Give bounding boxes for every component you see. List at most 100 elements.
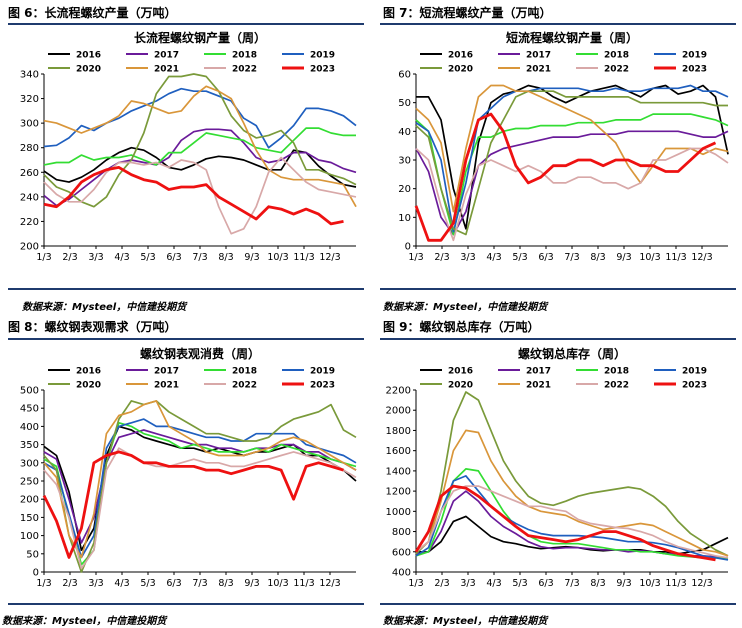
legend-entry-2023: 2023 (282, 65, 335, 75)
y-tick-label: 400 (392, 568, 411, 579)
legend-entry-2020: 2020 (420, 65, 473, 75)
y-tick-label: 200 (20, 495, 39, 506)
series-line-2021 (43, 400, 357, 559)
svg-text:2020: 2020 (448, 65, 473, 75)
x-tick-label: 12/3 (691, 578, 712, 589)
legend-entry-2016: 2016 (48, 367, 101, 377)
x-tick-label: 7/3 (192, 252, 207, 263)
x-tick-label: 5/3 (140, 578, 155, 589)
chart-short-process-output: 短流程螺纹钢产量（周） 2016 2017 2018 2019 2020 2021 2022 2… (398, 30, 729, 263)
svg-text:2018: 2018 (232, 51, 257, 61)
y-tick-label: 340 (20, 70, 39, 81)
svg-text:2022: 2022 (604, 65, 629, 75)
svg-text:2020: 2020 (448, 381, 473, 391)
x-tick-label: 1/3 (408, 252, 423, 263)
y-tick-label: 400 (20, 422, 39, 433)
series-line-2020 (415, 391, 729, 557)
x-tick-label: 2/3 (434, 252, 449, 263)
series-line-2023 (42, 450, 344, 559)
x-tick-label: 10/3 (267, 578, 288, 589)
x-tick-label: 5/3 (512, 578, 527, 589)
legend-entry-2020: 2020 (48, 381, 101, 391)
title-rule-3 (8, 338, 364, 340)
legend-entry-2019: 2019 (654, 367, 707, 377)
legend-entry-2021: 2021 (126, 65, 179, 75)
y-tick-label: 2000 (386, 406, 411, 417)
title-rule-1 (8, 23, 364, 25)
svg-text:2016: 2016 (448, 51, 473, 61)
svg-text:2018: 2018 (232, 367, 257, 377)
source-note-4: 数据来源：Mysteel，中信建投期货 (383, 616, 548, 627)
y-tick-label: 200 (20, 242, 39, 253)
title-rule-4 (380, 338, 736, 340)
x-tick-label: 12/3 (319, 578, 340, 589)
y-tick-label: 30 (398, 156, 411, 167)
y-tick-label: 280 (20, 143, 39, 154)
legend-entry-2017: 2017 (498, 367, 551, 377)
legend-entry-2017: 2017 (126, 367, 179, 377)
x-tick-label: 2/3 (62, 252, 77, 263)
legend-entry-2017: 2017 (126, 51, 179, 61)
chart-long-process-output: 长流程螺纹钢产量（周） 2016 2017 2018 2019 2020 2021 2022 2… (20, 30, 357, 263)
svg-text:2023: 2023 (310, 381, 335, 391)
source-rule-4 (380, 603, 736, 605)
x-tick-label: 5/3 (512, 252, 527, 263)
series-line-2020 (43, 73, 357, 208)
y-tick-label: 320 (20, 94, 39, 105)
y-tick-label: 800 (392, 527, 411, 538)
x-tick-label: 12/3 (691, 252, 712, 263)
x-tick-label: 9/3 (244, 252, 259, 263)
chart-total-inventory: 螺纹钢总库存（周） 2016 2017 2018 2019 2020 2021 2022 202… (386, 346, 729, 589)
series-line-2022 (43, 156, 357, 235)
x-tick-label: 4/3 (114, 578, 129, 589)
series-line-2022 (415, 147, 729, 242)
legend-entry-2021: 2021 (126, 381, 179, 391)
panel-title-2: 图 7：短流程螺纹产量（万吨） (383, 6, 552, 20)
x-tick-label: 11/3 (293, 578, 314, 589)
legend-entry-2019: 2019 (654, 51, 707, 61)
x-tick-label: 11/3 (665, 578, 686, 589)
y-tick-label: 240 (20, 192, 39, 203)
y-tick-label: 50 (26, 549, 39, 560)
x-tick-label: 3/3 (88, 578, 103, 589)
x-tick-label: 12/3 (319, 252, 340, 263)
x-tick-label: 10/3 (639, 252, 660, 263)
svg-text:2023: 2023 (682, 381, 707, 391)
y-tick-label: 500 (20, 386, 39, 397)
svg-text:2017: 2017 (154, 51, 179, 61)
source-rule-1 (8, 288, 364, 290)
svg-text:2021: 2021 (526, 381, 551, 391)
y-tick-label: 600 (392, 547, 411, 558)
y-tick-label: 450 (20, 404, 39, 415)
series-line-2023 (414, 112, 717, 242)
y-tick-label: 1800 (386, 426, 411, 437)
panel-title-3: 图 8：螺纹钢表观需求（万吨） (8, 320, 177, 334)
source-rule-3 (8, 603, 364, 605)
legend-entry-2022: 2022 (576, 381, 629, 391)
svg-text:2018: 2018 (604, 367, 629, 377)
x-tick-label: 9/3 (616, 252, 631, 263)
x-tick-label: 6/3 (166, 578, 181, 589)
y-tick-label: 60 (398, 70, 411, 81)
y-tick-label: 0 (33, 568, 39, 579)
svg-text:2017: 2017 (526, 51, 551, 61)
x-tick-label: 6/3 (166, 252, 181, 263)
x-tick-label: 1/3 (36, 252, 51, 263)
series-line-2020 (43, 400, 357, 573)
legend-entry-2016: 2016 (420, 51, 473, 61)
x-tick-label: 2/3 (434, 578, 449, 589)
svg-text:2022: 2022 (232, 381, 257, 391)
series-line-2017 (415, 130, 729, 236)
series-line-2019 (43, 418, 357, 559)
series-line-2021 (415, 84, 729, 213)
svg-text:2017: 2017 (154, 367, 179, 377)
y-tick-label: 350 (20, 440, 39, 451)
series-line-2018 (415, 468, 729, 560)
panel-title-4: 图 9：螺纹钢总库存（万吨） (383, 320, 540, 334)
chart-title-0: 长流程螺纹钢产量（周） (134, 30, 266, 45)
x-tick-label: 6/3 (538, 578, 553, 589)
legend-entry-2019: 2019 (282, 51, 335, 61)
y-tick-label: 100 (20, 531, 39, 542)
legend-entry-2022: 2022 (204, 381, 257, 391)
y-tick-label: 40 (398, 127, 411, 138)
